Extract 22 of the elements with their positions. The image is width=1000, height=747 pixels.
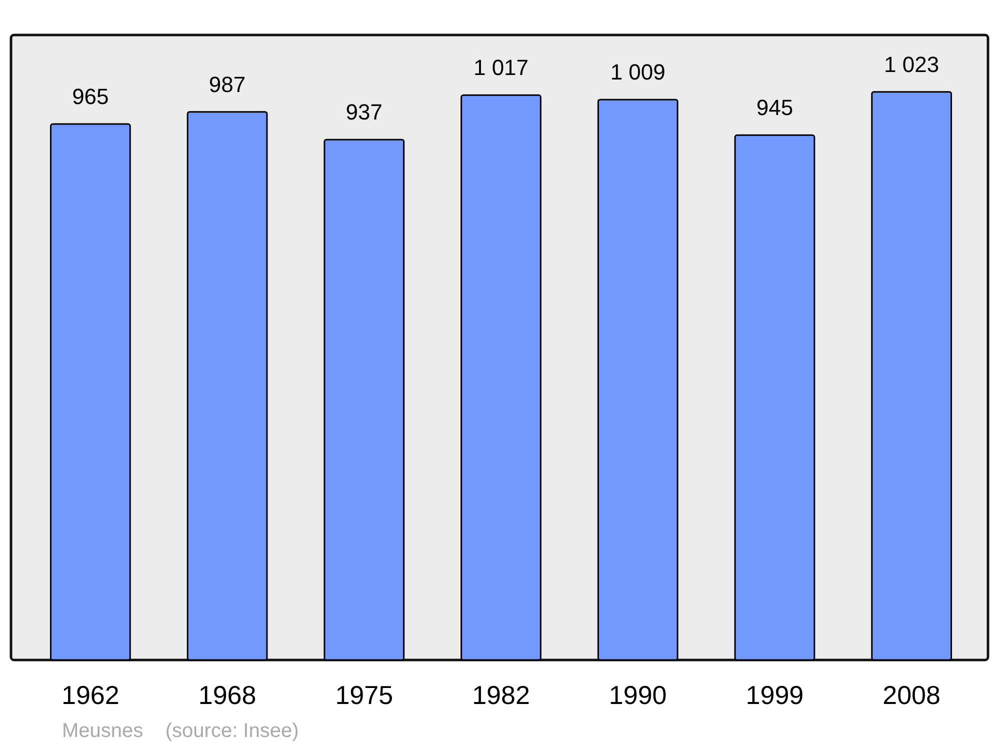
data-label: 1 023 bbox=[884, 52, 940, 77]
bar bbox=[734, 134, 816, 661]
data-label: 965 bbox=[72, 84, 109, 110]
x-tick-label: 2008 bbox=[882, 680, 940, 710]
bar bbox=[324, 138, 405, 661]
data-label: 945 bbox=[756, 95, 794, 120]
x-tick-label: 1968 bbox=[198, 680, 256, 710]
x-tick-label: 1962 bbox=[62, 680, 120, 710]
data-label: 1 017 bbox=[473, 55, 529, 80]
x-tick-label: 1990 bbox=[608, 680, 667, 710]
data-label: 1 009 bbox=[610, 60, 666, 85]
x-tick-label: 1999 bbox=[746, 680, 804, 710]
text: Meusnes (source: Insee) bbox=[62, 720, 299, 742]
data-label: 937 bbox=[346, 100, 382, 125]
x-tick-label: 1982 bbox=[472, 680, 530, 710]
bar bbox=[50, 123, 131, 661]
bar bbox=[871, 91, 952, 661]
x-tick-label: 1975 bbox=[335, 680, 394, 710]
bar bbox=[460, 94, 542, 661]
data-label: 987 bbox=[208, 72, 246, 97]
bar bbox=[597, 98, 678, 661]
bar bbox=[186, 111, 268, 661]
